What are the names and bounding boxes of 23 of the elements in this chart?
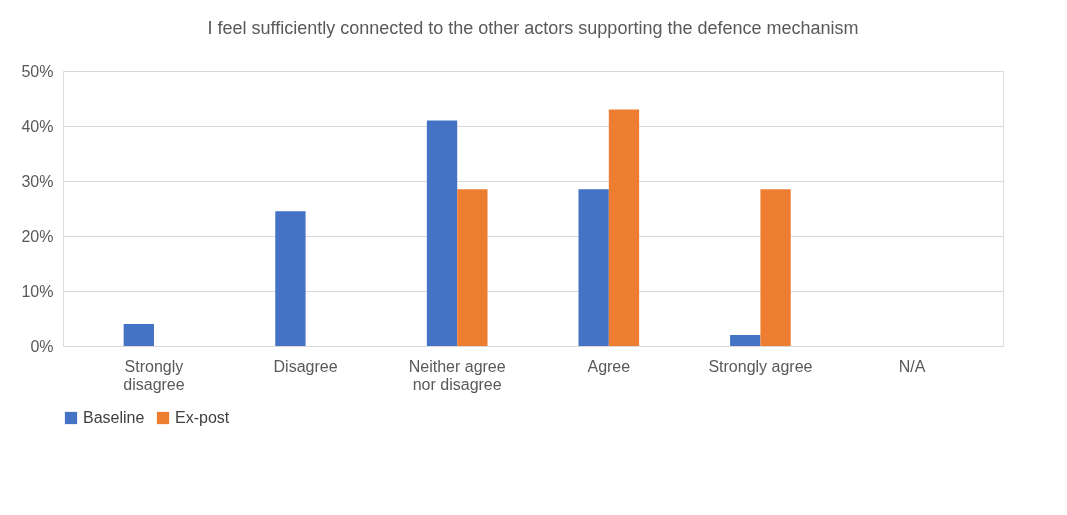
bar <box>426 120 458 346</box>
y-tick-label: 50% <box>21 62 54 80</box>
x-tick-label: Neither agree nor disagree <box>408 357 506 393</box>
y-tick-label: 20% <box>21 227 54 245</box>
bar <box>123 324 154 346</box>
bar <box>275 211 306 346</box>
legend-label: Baseline <box>83 409 145 426</box>
bar <box>760 189 791 346</box>
y-tick-label: 30% <box>21 172 54 190</box>
bar <box>608 109 640 346</box>
bar <box>578 189 609 346</box>
x-tick-label: Agree <box>587 357 631 375</box>
x-tick-label: Strongly disagree <box>123 357 185 393</box>
y-tick-label: 40% <box>21 117 54 135</box>
chart-title: I feel sufficiently connected to the other actors supporting the defence mechanism <box>207 18 859 38</box>
y-tick-label: 10% <box>21 282 54 300</box>
y-tick-label: 0% <box>30 337 54 355</box>
x-tick-label: N/A <box>898 357 926 375</box>
x-tick-label: Disagree <box>273 357 338 375</box>
x-tick-label: Strongly agree <box>708 357 813 375</box>
bar <box>457 189 488 346</box>
legend-label: Ex-post <box>175 409 230 426</box>
bar <box>730 335 761 346</box>
